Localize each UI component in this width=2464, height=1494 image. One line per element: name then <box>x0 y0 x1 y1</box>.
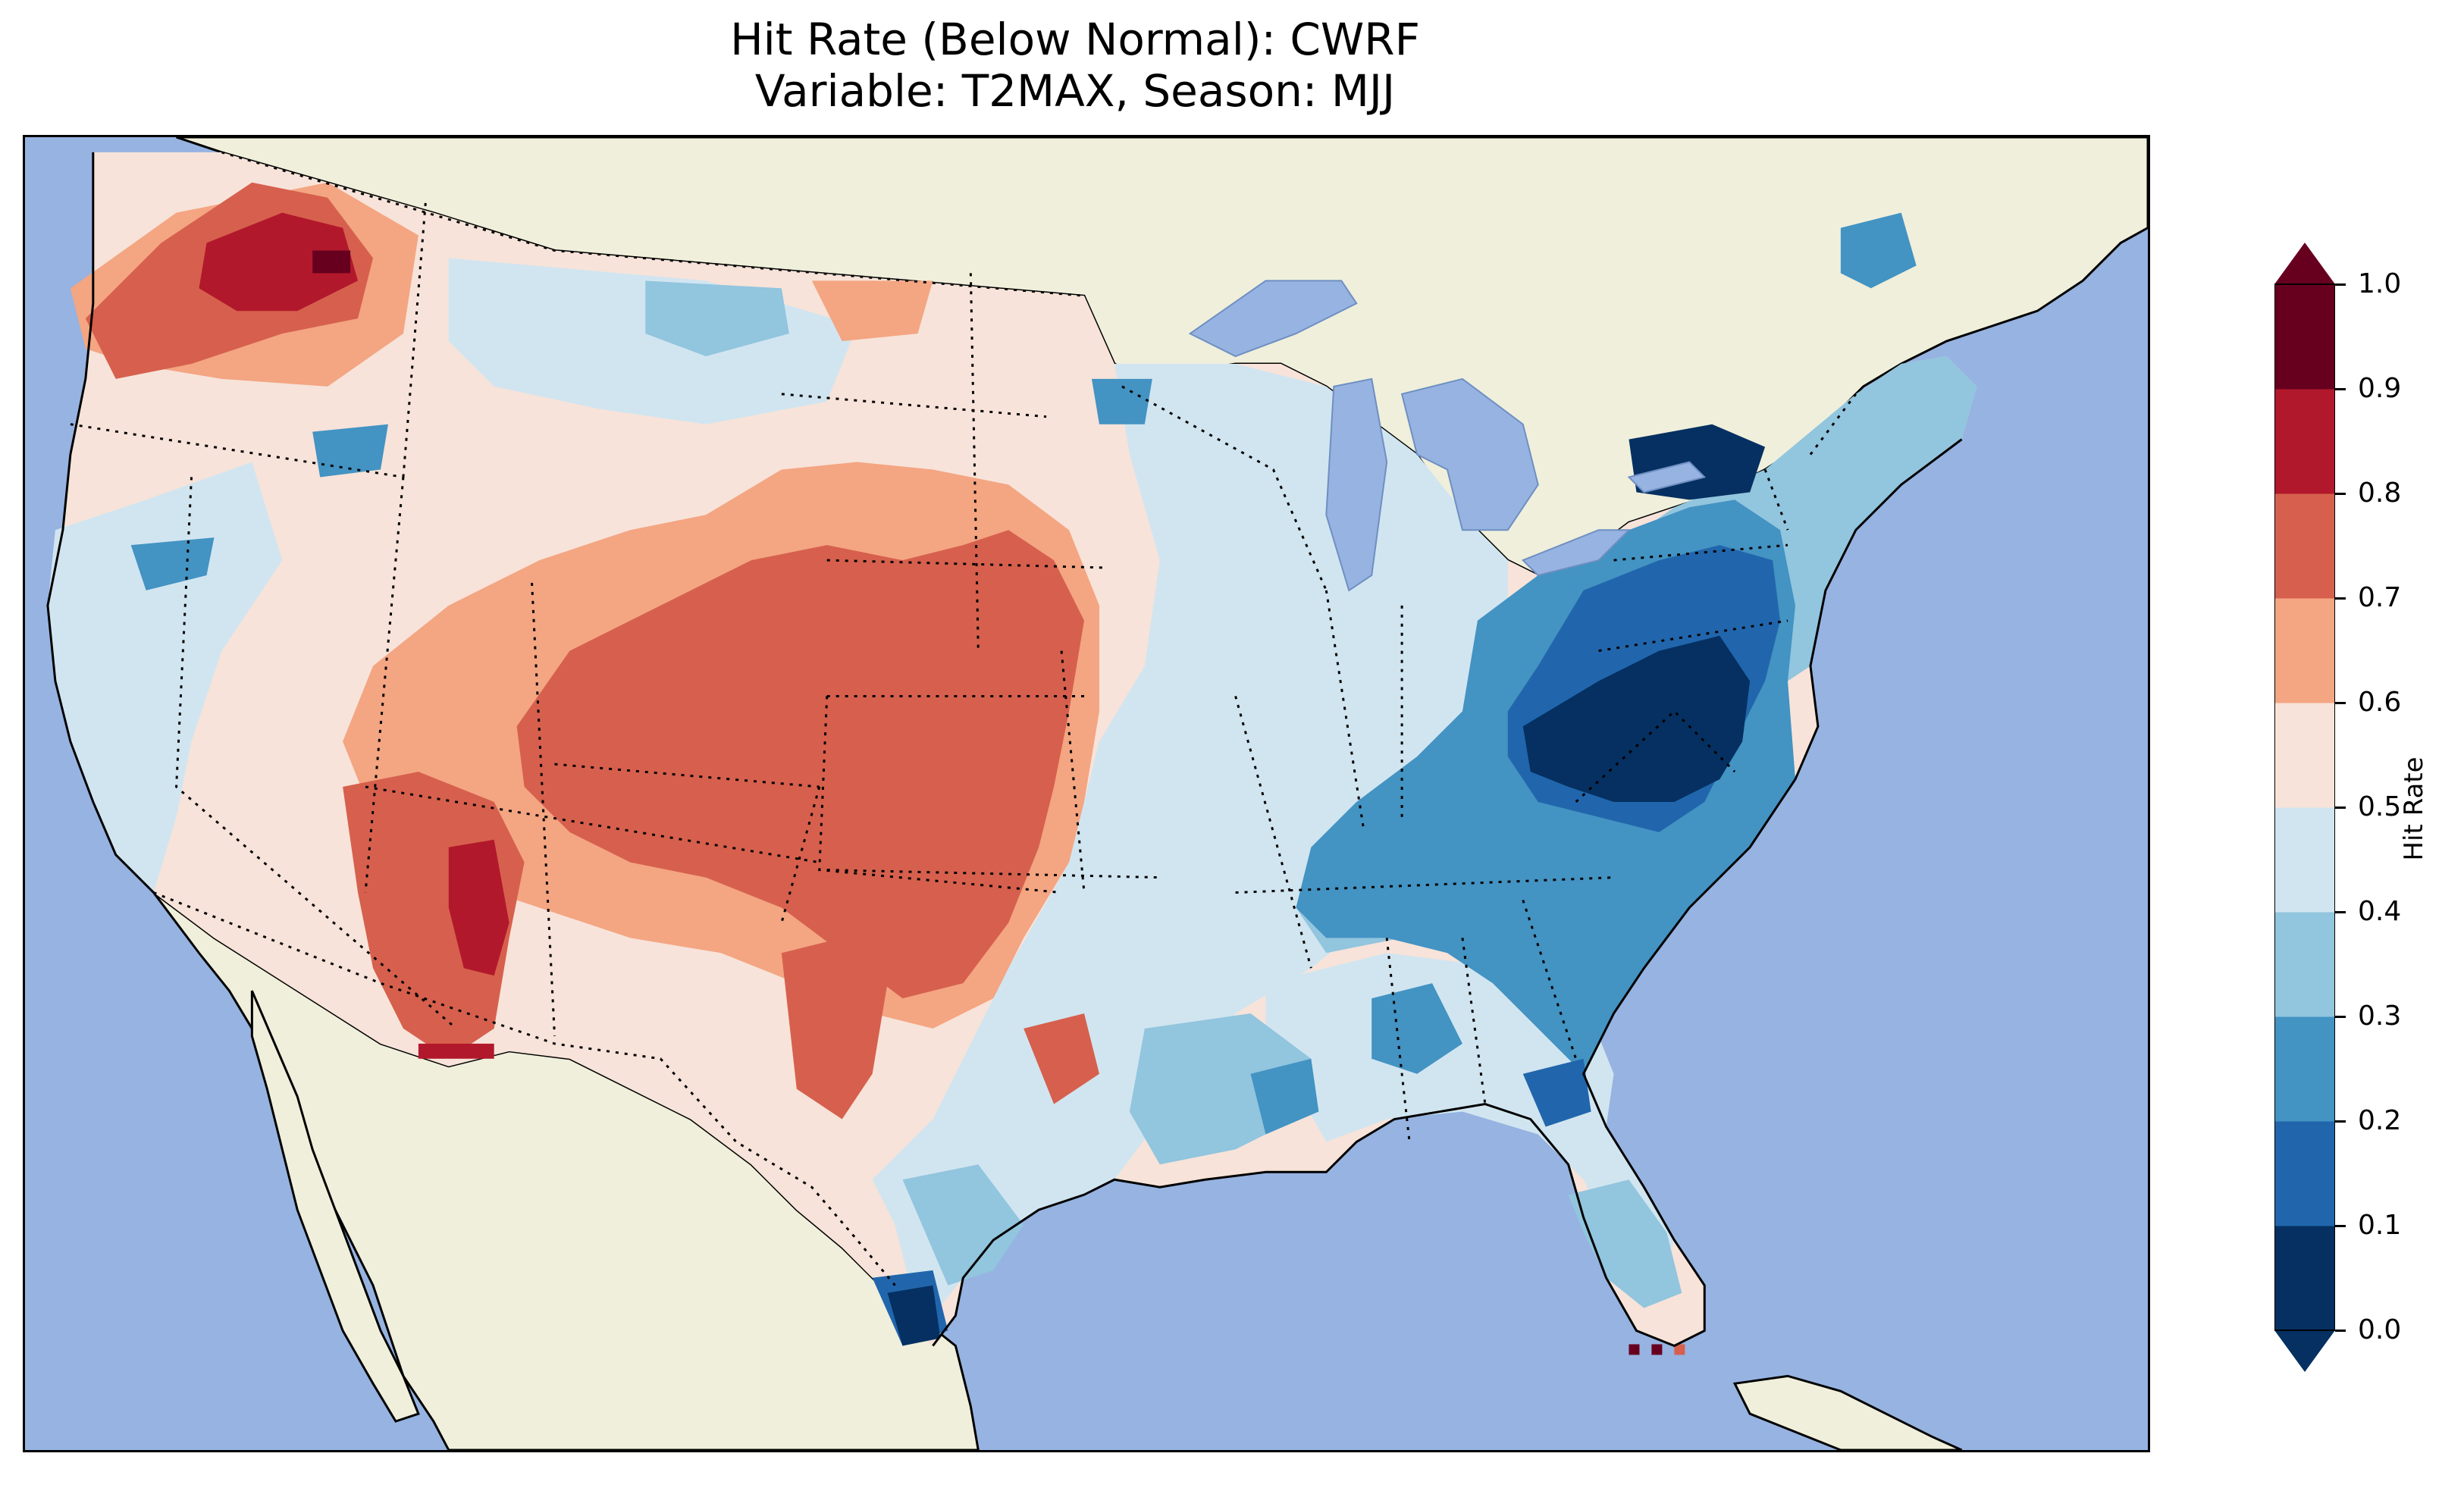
colorbar-tick-mark <box>2335 702 2346 704</box>
colorbar-tick-label: 0.6 <box>2358 687 2402 718</box>
colorbar-bin-0.3-0.4 <box>2274 912 2335 1017</box>
colorbar-tick-label: 0.1 <box>2358 1210 2402 1241</box>
great-lakes <box>1188 280 1707 592</box>
colorbar-tick-label: 0.5 <box>2358 791 2402 822</box>
colorbar-tick-mark <box>2335 1016 2346 1018</box>
colorbar-tick-label: 1.0 <box>2358 268 2402 299</box>
colorbar-tick-mark <box>2335 1120 2346 1123</box>
title-line-1: Hit Rate (Below Normal): CWRF <box>730 14 1420 65</box>
figure-title: Hit Rate (Below Normal): CWRF Variable: … <box>0 14 2150 117</box>
colorbar-bin-0.0-0.1 <box>2274 1226 2335 1331</box>
colorbar-tick-label: 0.2 <box>2358 1105 2402 1136</box>
colorbar-tick-mark <box>2335 911 2346 913</box>
colorbar <box>2274 243 2335 1372</box>
us-canada-border <box>221 151 1085 297</box>
colorbar-tick-mark <box>2335 1330 2346 1332</box>
colorbar-over-arrow <box>2274 243 2335 284</box>
colorbar-bin-0.2-0.3 <box>2274 1016 2335 1122</box>
state-borders <box>70 197 1857 1142</box>
colorbar-bin-0.1-0.2 <box>2274 1121 2335 1226</box>
cuba-island <box>1732 1374 1963 1450</box>
colorbar-tick-label: 0.0 <box>2358 1314 2402 1345</box>
colorbar-tick-mark <box>2335 283 2346 286</box>
colorbar-tick-label: 0.3 <box>2358 1001 2402 1032</box>
colorbar-tick-mark <box>2335 493 2346 495</box>
colorbar-bin-0.8-0.9 <box>2274 389 2335 494</box>
colorbar-label: Hit Rate <box>2399 756 2429 861</box>
colorbar-tick-mark <box>2335 807 2346 809</box>
colorbar-tick-mark <box>2335 388 2346 390</box>
colorbar-bin-0.6-0.7 <box>2274 598 2335 703</box>
colorbar-tick-label: 0.9 <box>2358 373 2402 404</box>
colorbar-bin-0.7-0.8 <box>2274 493 2335 599</box>
colorbar-bin-0.9-1.0 <box>2274 284 2335 390</box>
map-canvas <box>46 137 2148 1450</box>
map-panel[interactable] <box>23 135 2150 1452</box>
colorbar-bin-0.5-0.6 <box>2274 703 2335 808</box>
colorbar-tick-label: 0.7 <box>2358 582 2402 613</box>
colorbar-tick-mark <box>2335 1225 2346 1227</box>
colorbar-bin-0.4-0.5 <box>2274 807 2335 913</box>
colorbar-under-arrow <box>2274 1330 2335 1372</box>
baja-peninsula <box>250 990 420 1423</box>
us-mexico-border <box>153 891 896 1286</box>
colorbar-tick-mark <box>2335 597 2346 600</box>
colorbar-tick-label: 0.4 <box>2358 896 2402 927</box>
colorbar-tick-label: 0.8 <box>2358 478 2402 509</box>
us-coastline <box>46 152 1963 1348</box>
title-line-2: Variable: T2MAX, Season: MJJ <box>754 65 1396 117</box>
